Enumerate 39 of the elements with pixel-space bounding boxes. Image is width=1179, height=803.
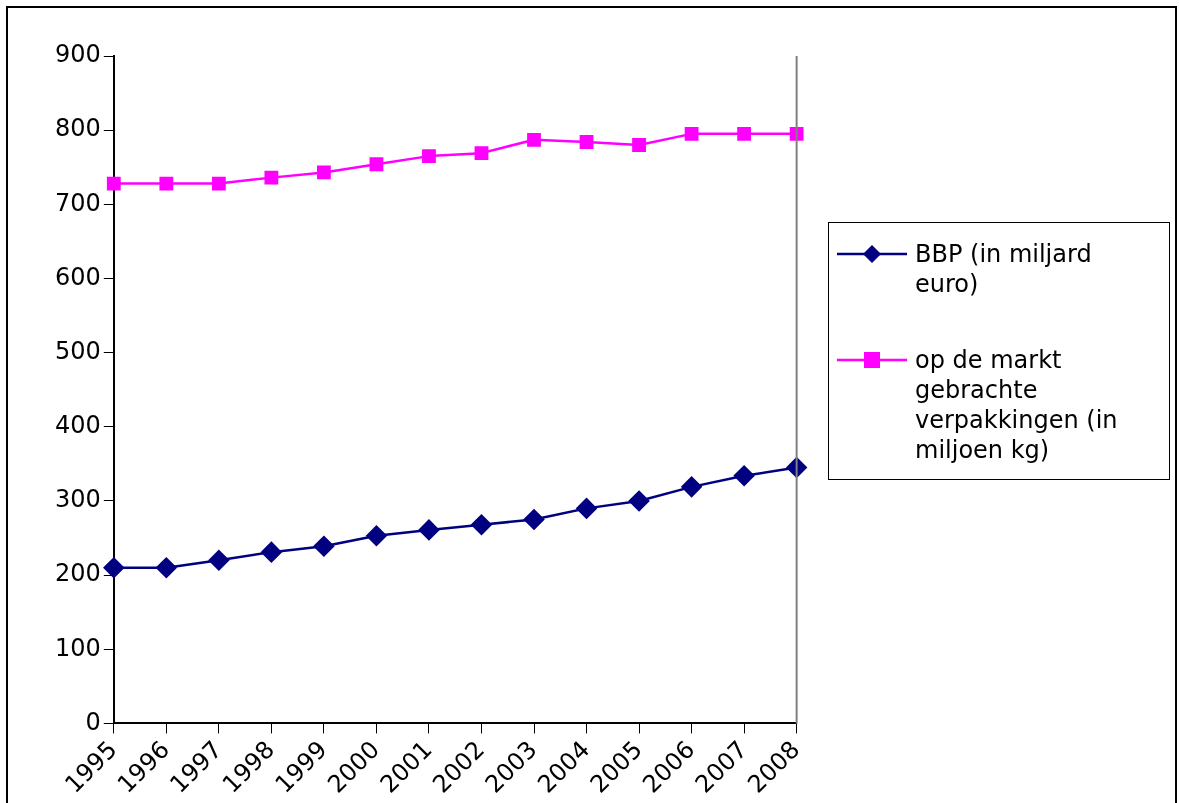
point <box>576 498 597 519</box>
point <box>106 176 121 191</box>
point <box>366 525 387 547</box>
point <box>313 535 335 557</box>
point <box>156 557 177 578</box>
point <box>103 557 125 578</box>
point <box>159 176 174 191</box>
legend-label: op de markt gebrachte verpakkingen (in miljoen kg) <box>915 345 1119 465</box>
point <box>579 135 594 149</box>
y-tick-label: 100 <box>55 633 101 662</box>
y-tick-label: 700 <box>55 188 101 217</box>
point <box>471 514 492 535</box>
point <box>369 157 384 172</box>
point <box>418 519 440 541</box>
y-tick-label: 0 <box>85 707 101 736</box>
point <box>733 465 755 486</box>
point <box>211 176 226 191</box>
y-tick-label: 900 <box>55 40 101 69</box>
y-tick-label: 300 <box>55 485 101 514</box>
point <box>628 490 650 512</box>
point <box>317 165 331 180</box>
y-tick-label: 200 <box>55 559 101 588</box>
point <box>422 149 436 164</box>
point <box>261 541 282 563</box>
point <box>208 550 230 571</box>
point <box>737 126 752 141</box>
point <box>474 146 489 161</box>
point <box>789 126 804 141</box>
y-tick-label: 800 <box>55 114 101 143</box>
y-tick-label: 400 <box>55 411 101 440</box>
legend-label: BBP (in miljard euro) <box>915 239 1093 299</box>
point <box>632 138 646 152</box>
point <box>523 509 545 530</box>
y-tick-label: 600 <box>55 262 101 291</box>
point <box>527 132 541 147</box>
point <box>264 170 279 185</box>
y-tick-label: 500 <box>55 336 101 365</box>
point <box>684 126 699 141</box>
point <box>681 476 702 498</box>
